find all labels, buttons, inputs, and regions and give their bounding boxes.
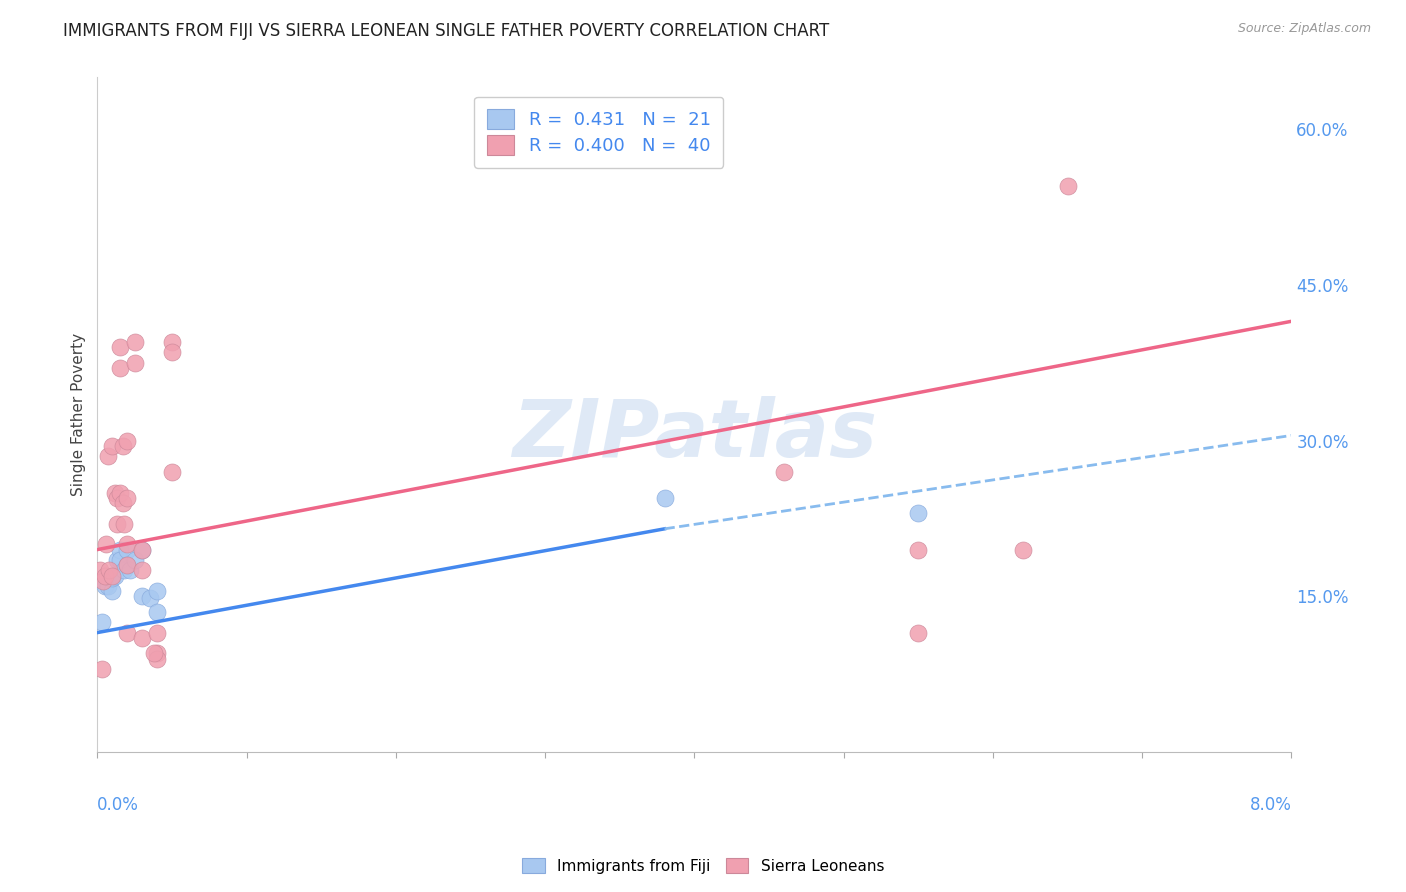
- Point: [112, 516, 135, 531]
- Point: [146, 605, 169, 619]
- Point: [131, 542, 153, 557]
- Point: [907, 542, 929, 557]
- Point: [111, 496, 134, 510]
- Point: [98, 563, 121, 577]
- Text: 0.0%: 0.0%: [97, 796, 139, 814]
- Point: [115, 491, 138, 505]
- Point: [115, 558, 138, 573]
- Y-axis label: Single Father Poverty: Single Father Poverty: [72, 333, 86, 496]
- Point: [131, 631, 153, 645]
- Point: [131, 589, 153, 603]
- Point: [108, 553, 131, 567]
- Point: [115, 625, 138, 640]
- Point: [160, 334, 183, 349]
- Point: [111, 439, 134, 453]
- Point: [108, 542, 131, 557]
- Point: [96, 537, 118, 551]
- Point: [143, 646, 166, 660]
- Text: IMMIGRANTS FROM FIJI VS SIERRA LEONEAN SINGLE FATHER POVERTY CORRELATION CHART: IMMIGRANTS FROM FIJI VS SIERRA LEONEAN S…: [63, 22, 830, 40]
- Point: [160, 345, 183, 359]
- Point: [89, 563, 111, 577]
- Legend: R =  0.431   N =  21, R =  0.400   N =  40: R = 0.431 N = 21, R = 0.400 N = 40: [474, 96, 723, 168]
- Point: [101, 584, 124, 599]
- Point: [91, 574, 114, 588]
- Point: [112, 563, 135, 577]
- Point: [124, 553, 146, 567]
- Point: [108, 485, 131, 500]
- Text: ZIPatlas: ZIPatlas: [512, 396, 877, 474]
- Point: [131, 563, 153, 577]
- Point: [146, 584, 169, 599]
- Point: [124, 334, 146, 349]
- Point: [654, 491, 676, 505]
- Point: [907, 625, 929, 640]
- Point: [773, 465, 796, 479]
- Point: [1056, 179, 1078, 194]
- Point: [97, 579, 120, 593]
- Point: [101, 568, 124, 582]
- Legend: Immigrants from Fiji, Sierra Leoneans: Immigrants from Fiji, Sierra Leoneans: [516, 852, 890, 880]
- Point: [115, 558, 138, 573]
- Point: [138, 591, 160, 606]
- Point: [94, 579, 117, 593]
- Point: [108, 340, 131, 354]
- Point: [101, 571, 124, 585]
- Point: [108, 361, 131, 376]
- Point: [115, 537, 138, 551]
- Point: [146, 646, 169, 660]
- Point: [90, 615, 112, 630]
- Point: [160, 465, 183, 479]
- Point: [907, 506, 929, 520]
- Point: [115, 542, 138, 557]
- Point: [120, 563, 142, 577]
- Point: [146, 625, 169, 640]
- Point: [146, 651, 169, 665]
- Point: [104, 485, 127, 500]
- Point: [124, 356, 146, 370]
- Point: [94, 568, 117, 582]
- Point: [1011, 542, 1033, 557]
- Point: [105, 553, 128, 567]
- Text: 8.0%: 8.0%: [1250, 796, 1292, 814]
- Point: [105, 491, 128, 505]
- Point: [115, 434, 138, 448]
- Point: [101, 439, 124, 453]
- Point: [97, 449, 120, 463]
- Point: [90, 662, 112, 676]
- Text: Source: ZipAtlas.com: Source: ZipAtlas.com: [1237, 22, 1371, 36]
- Point: [104, 568, 127, 582]
- Point: [131, 542, 153, 557]
- Point: [105, 516, 128, 531]
